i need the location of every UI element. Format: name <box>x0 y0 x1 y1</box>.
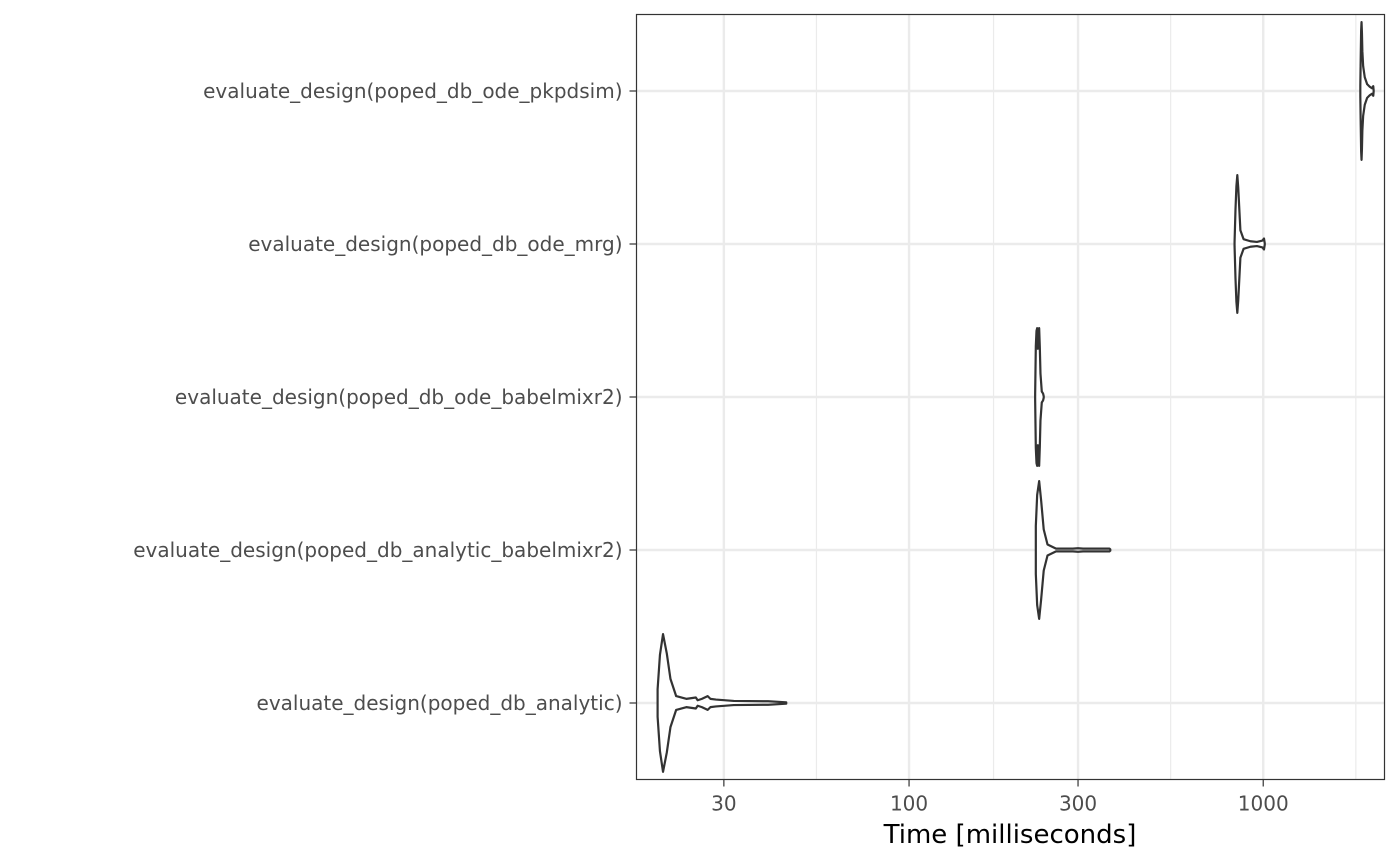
y-category-label: evaluate_design(poped_db_ode_babelmixr2) <box>175 385 623 409</box>
violin-shape <box>1233 174 1266 314</box>
x-tick-label: 1000 <box>1238 792 1289 816</box>
y-category-label: evaluate_design(poped_db_analytic) <box>257 691 623 715</box>
y-category-label: evaluate_design(poped_db_ode_pkpdsim) <box>203 79 622 103</box>
violin-shape <box>1359 21 1375 161</box>
y-category-label: evaluate_design(poped_db_ode_mrg) <box>248 232 622 256</box>
x-tick-label: 100 <box>890 792 928 816</box>
y-axis: evaluate_design(poped_db_ode_pkpdsim)eva… <box>133 79 637 715</box>
x-axis: 30 100 300 1000 <box>711 779 1289 816</box>
violins <box>656 21 1375 773</box>
violin-shape <box>1034 480 1112 620</box>
x-tick-label: 300 <box>1059 792 1097 816</box>
x-tick-label: 30 <box>711 792 736 816</box>
y-category-label: evaluate_design(poped_db_analytic_babelm… <box>133 538 622 562</box>
violin-shape <box>1034 327 1045 467</box>
x-axis-title: Time [milliseconds] <box>883 820 1137 850</box>
violin-shape <box>656 633 788 773</box>
